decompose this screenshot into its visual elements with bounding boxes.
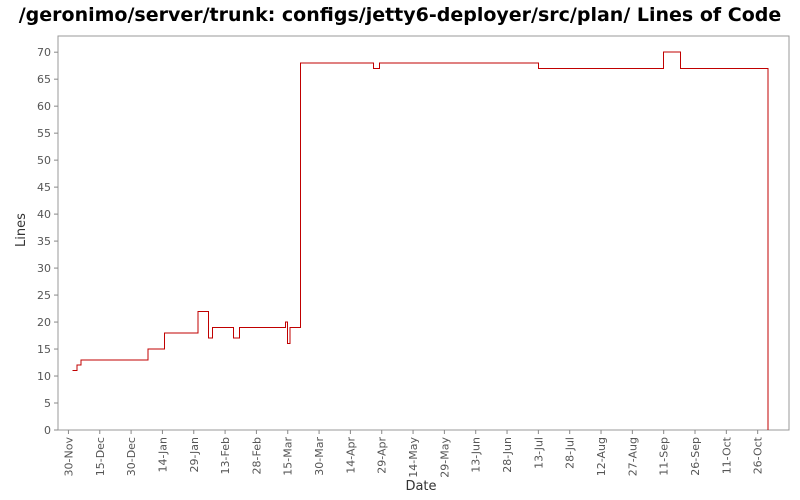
x-tick-label: 30-Dec xyxy=(125,437,138,476)
x-tick-label: 28-Jun xyxy=(501,437,514,473)
x-tick-label: 30-Mar xyxy=(313,437,326,476)
y-axis-label: Lines xyxy=(14,213,29,247)
y-tick-label: 50 xyxy=(37,154,51,167)
y-tick-label: 10 xyxy=(37,370,51,383)
x-tick-label: 11-Sep xyxy=(658,437,671,476)
x-tick-label: 13-Jul xyxy=(532,437,545,469)
x-tick-label: 15-Mar xyxy=(282,437,295,476)
x-tick-label: 14-May xyxy=(407,437,420,478)
x-tick-label: 26-Oct xyxy=(752,436,765,474)
y-tick-label: 55 xyxy=(37,127,51,140)
y-tick-label: 35 xyxy=(37,235,51,248)
y-tick-label: 15 xyxy=(37,343,51,356)
x-tick-label: 14-Apr xyxy=(344,437,357,474)
x-tick-label: 30-Nov xyxy=(62,437,75,477)
y-tick-label: 45 xyxy=(37,181,51,194)
y-tick-label: 65 xyxy=(37,73,51,86)
x-tick-label: 14-Jan xyxy=(156,437,169,473)
x-axis: 30-Nov 15-Dec 30-Dec 14-Jan 29-Jan 13-Feb 28-F… xyxy=(62,430,765,478)
y-tick-label: 20 xyxy=(37,316,51,329)
x-tick-label: 26-Sep xyxy=(689,437,702,476)
chart-title: /geronimo/server/trunk: configs/jetty6-d… xyxy=(19,4,782,26)
y-tick-label: 70 xyxy=(37,46,51,59)
x-tick-label: 11-Oct xyxy=(720,436,733,474)
x-tick-label: 12-Aug xyxy=(595,437,608,476)
y-tick-label: 25 xyxy=(37,289,51,302)
y-tick-label: 60 xyxy=(37,100,51,113)
x-tick-label: 29-Apr xyxy=(376,437,389,474)
x-axis-label: Date xyxy=(405,479,436,494)
x-tick-label: 28-Jul xyxy=(564,437,577,469)
y-tick-label: 0 xyxy=(44,424,51,437)
x-tick-label: 13-Feb xyxy=(219,437,232,474)
x-tick-label: 29-May xyxy=(438,437,451,478)
y-tick-label: 5 xyxy=(44,397,51,410)
series-line xyxy=(72,51,769,430)
x-tick-label: 28-Feb xyxy=(250,437,263,474)
x-tick-label: 13-Jun xyxy=(470,437,483,473)
y-axis: 0 5 10 15 20 25 30 35 40 45 50 55 60 65 70 xyxy=(37,46,58,437)
x-tick-label: 15-Dec xyxy=(94,437,107,476)
x-tick-label: 29-Jan xyxy=(188,437,201,473)
x-tick-label: 27-Aug xyxy=(626,437,639,476)
y-tick-label: 30 xyxy=(37,262,51,275)
plot-frame xyxy=(57,35,790,431)
y-tick-label: 40 xyxy=(37,208,51,221)
